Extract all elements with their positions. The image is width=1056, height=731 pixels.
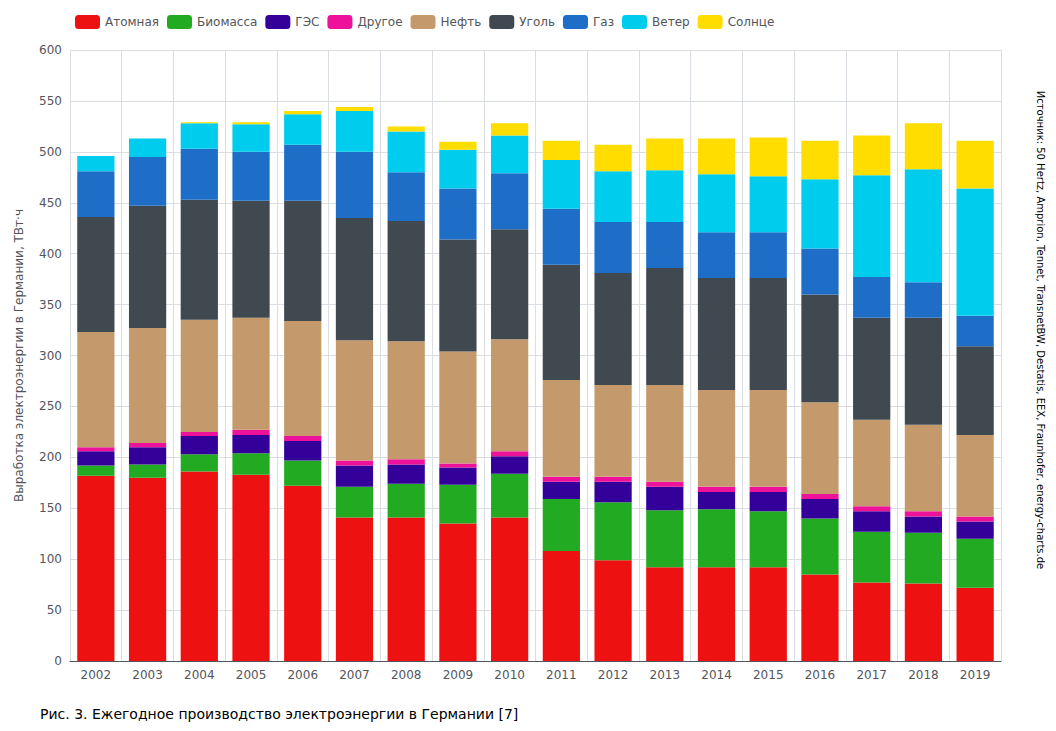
- svg-text:350: 350: [39, 298, 62, 312]
- svg-text:2017: 2017: [856, 668, 887, 682]
- svg-text:250: 250: [39, 399, 62, 413]
- svg-text:2015: 2015: [753, 668, 784, 682]
- svg-text:2007: 2007: [339, 668, 370, 682]
- svg-text:500: 500: [39, 145, 62, 159]
- svg-text:2002: 2002: [81, 668, 112, 682]
- svg-text:2008: 2008: [391, 668, 422, 682]
- svg-text:2019: 2019: [960, 668, 991, 682]
- svg-text:600: 600: [39, 43, 62, 57]
- svg-text:2016: 2016: [805, 668, 836, 682]
- svg-text:Источник: 50 Hertz, Amprion, T: Источник: 50 Hertz, Amprion, Tennet, Tra…: [1035, 91, 1046, 569]
- svg-text:Рис. 3. Ежегодное производство: Рис. 3. Ежегодное производство электроэн…: [40, 706, 518, 722]
- svg-text:Атомная: Атомная: [105, 15, 159, 29]
- svg-text:2006: 2006: [287, 668, 318, 682]
- svg-text:2018: 2018: [908, 668, 939, 682]
- svg-text:50: 50: [47, 603, 62, 617]
- svg-text:Газ: Газ: [593, 15, 614, 29]
- svg-text:2014: 2014: [701, 668, 732, 682]
- svg-text:Ветер: Ветер: [652, 15, 690, 29]
- svg-text:Нефть: Нефть: [441, 15, 482, 29]
- svg-text:0: 0: [54, 654, 62, 668]
- svg-text:2011: 2011: [546, 668, 577, 682]
- svg-text:300: 300: [39, 349, 62, 363]
- svg-text:Выработка электроэнергии в Гер: Выработка электроэнергии в Германии, ТВт…: [12, 209, 26, 502]
- svg-text:Биомасса: Биомасса: [197, 15, 257, 29]
- svg-text:450: 450: [39, 196, 62, 210]
- svg-text:2005: 2005: [236, 668, 267, 682]
- svg-text:400: 400: [39, 247, 62, 261]
- svg-text:550: 550: [39, 94, 62, 108]
- svg-text:200: 200: [39, 450, 62, 464]
- svg-text:2009: 2009: [443, 668, 474, 682]
- svg-text:100: 100: [39, 552, 62, 566]
- svg-text:150: 150: [39, 501, 62, 515]
- svg-text:2013: 2013: [650, 668, 681, 682]
- svg-text:Другое: Другое: [357, 15, 402, 29]
- svg-text:2010: 2010: [494, 668, 525, 682]
- svg-text:Уголь: Уголь: [519, 15, 555, 29]
- svg-text:ГЭС: ГЭС: [295, 15, 319, 29]
- svg-text:2003: 2003: [132, 668, 163, 682]
- svg-text:Солнце: Солнце: [728, 15, 775, 29]
- svg-text:2004: 2004: [184, 668, 215, 682]
- svg-text:2012: 2012: [598, 668, 629, 682]
